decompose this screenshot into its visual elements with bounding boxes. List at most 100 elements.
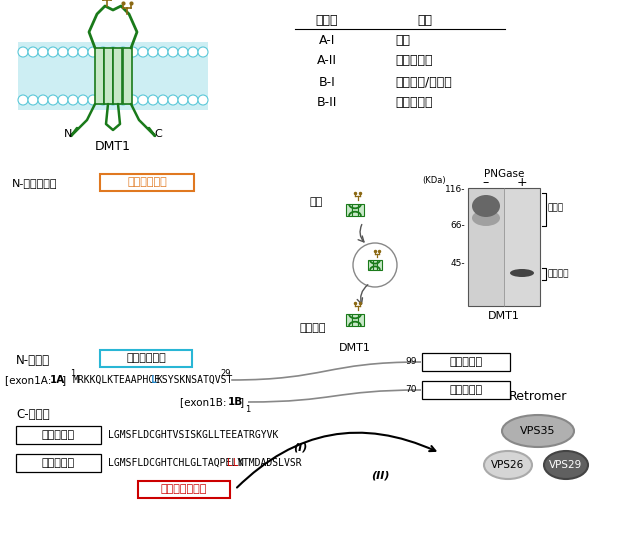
Text: ]: ] xyxy=(62,375,66,385)
Text: 跨膜结构域: 跨膜结构域 xyxy=(449,357,483,367)
Circle shape xyxy=(188,47,198,57)
Text: 1A: 1A xyxy=(50,375,65,385)
Circle shape xyxy=(353,243,397,287)
Circle shape xyxy=(88,47,98,57)
Circle shape xyxy=(118,47,128,57)
Circle shape xyxy=(58,95,68,105)
Circle shape xyxy=(38,95,48,105)
Text: 29: 29 xyxy=(220,368,230,378)
Circle shape xyxy=(28,95,38,105)
Circle shape xyxy=(138,47,148,57)
Text: 1B: 1B xyxy=(228,397,243,407)
Text: VPS29: VPS29 xyxy=(549,460,582,470)
Text: C: C xyxy=(154,129,162,139)
Ellipse shape xyxy=(472,210,500,226)
Circle shape xyxy=(48,47,58,57)
Text: (I): (I) xyxy=(293,443,307,453)
Bar xyxy=(113,48,122,104)
Text: DMT1: DMT1 xyxy=(488,311,520,321)
Circle shape xyxy=(88,95,98,105)
Text: A-II: A-II xyxy=(317,54,337,68)
Bar xyxy=(100,174,194,191)
Bar xyxy=(367,260,372,270)
Text: 高尔基体: 高尔基体 xyxy=(300,323,326,333)
Text: 116-: 116- xyxy=(445,185,465,194)
Circle shape xyxy=(148,47,158,57)
Text: Retromer: Retromer xyxy=(509,390,567,403)
Text: N-端区域: N-端区域 xyxy=(16,353,50,366)
Text: 顶端靶定信号: 顶端靶定信号 xyxy=(127,178,167,187)
Text: 定位: 定位 xyxy=(417,14,433,27)
Bar xyxy=(422,353,510,371)
Circle shape xyxy=(158,47,168,57)
Bar xyxy=(468,188,540,306)
Circle shape xyxy=(68,95,78,105)
Text: 再循环内体信号: 再循环内体信号 xyxy=(161,484,207,495)
Text: 1: 1 xyxy=(245,405,251,415)
Text: 糖基化: 糖基化 xyxy=(548,204,564,213)
Text: 质膜: 质膜 xyxy=(310,197,323,207)
Bar xyxy=(378,260,382,270)
Text: [exon1B:: [exon1B: xyxy=(180,397,230,407)
Text: A-I: A-I xyxy=(319,33,335,47)
Circle shape xyxy=(108,95,118,105)
Text: B-I: B-I xyxy=(319,76,335,89)
Ellipse shape xyxy=(484,451,532,479)
Circle shape xyxy=(138,95,148,105)
Bar xyxy=(422,381,510,399)
Text: L: L xyxy=(150,375,157,385)
Text: 跨膜结构域: 跨膜结构域 xyxy=(42,458,75,468)
Text: VPS26: VPS26 xyxy=(492,460,525,470)
Text: (II): (II) xyxy=(371,471,389,481)
Text: (KDa): (KDa) xyxy=(422,176,446,185)
Bar xyxy=(504,188,540,306)
Bar xyxy=(16,454,101,472)
Bar xyxy=(16,426,101,444)
Circle shape xyxy=(178,47,188,57)
Circle shape xyxy=(168,95,178,105)
Bar xyxy=(372,260,378,270)
Circle shape xyxy=(198,95,208,105)
Text: 再循环内体: 再循环内体 xyxy=(395,97,433,110)
Bar xyxy=(104,48,113,104)
Circle shape xyxy=(148,95,158,105)
Circle shape xyxy=(118,95,128,105)
Text: ]: ] xyxy=(240,397,244,407)
Circle shape xyxy=(48,95,58,105)
Text: NTMDADSLVSR: NTMDADSLVSR xyxy=(237,458,302,468)
Circle shape xyxy=(18,95,28,105)
Text: –: – xyxy=(483,177,489,190)
Bar xyxy=(352,204,358,216)
Text: 跨膜结构域: 跨膜结构域 xyxy=(42,430,75,440)
Bar xyxy=(346,314,352,326)
Text: 99: 99 xyxy=(406,358,417,366)
Ellipse shape xyxy=(510,269,534,277)
Text: VPS35: VPS35 xyxy=(520,426,556,436)
Text: 66-: 66- xyxy=(451,221,465,230)
Circle shape xyxy=(28,47,38,57)
Text: 去糖基化: 去糖基化 xyxy=(548,270,570,279)
Bar xyxy=(468,188,504,306)
Circle shape xyxy=(128,47,138,57)
Text: LGMSFLDCGHTCHLGLTAQPELY: LGMSFLDCGHTCHLGLTAQPELY xyxy=(108,458,243,468)
Text: LL: LL xyxy=(227,458,239,468)
Circle shape xyxy=(98,95,108,105)
Bar xyxy=(358,314,364,326)
Text: 跨膜结构域: 跨膜结构域 xyxy=(449,385,483,395)
Text: [exon1A:: [exon1A: xyxy=(5,375,54,385)
Text: 质膜固定信号: 质膜固定信号 xyxy=(126,353,166,364)
Circle shape xyxy=(38,47,48,57)
Circle shape xyxy=(158,95,168,105)
Circle shape xyxy=(58,47,68,57)
Text: PNGase: PNGase xyxy=(484,169,524,179)
Text: N-连接糖基化: N-连接糖基化 xyxy=(12,178,58,188)
Bar xyxy=(95,48,104,104)
Ellipse shape xyxy=(502,415,574,447)
Circle shape xyxy=(198,47,208,57)
Text: +: + xyxy=(516,177,527,190)
Circle shape xyxy=(78,47,88,57)
Text: KSYSKNSATQVST: KSYSKNSATQVST xyxy=(156,375,232,385)
Text: 异构体: 异构体 xyxy=(316,14,339,27)
Text: DMT1: DMT1 xyxy=(339,343,371,353)
Text: MRKKQLKTEAAPHCE: MRKKQLKTEAAPHCE xyxy=(73,375,161,385)
